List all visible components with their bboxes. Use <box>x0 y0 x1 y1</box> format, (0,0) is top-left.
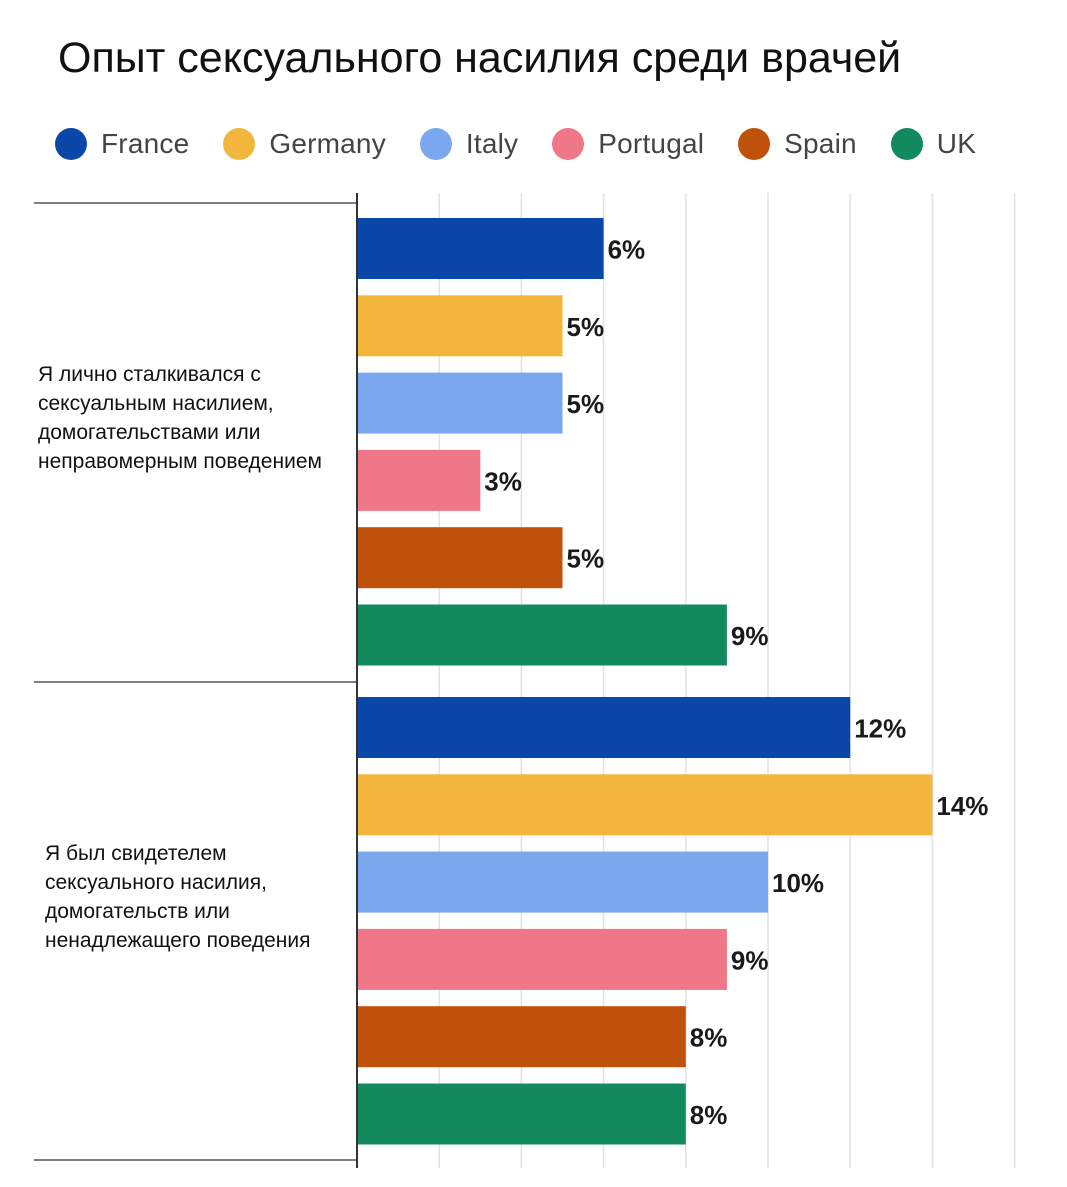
legend-swatch-uk <box>890 128 923 160</box>
bar-uk-0 <box>357 604 727 666</box>
legend-label-uk: UK <box>936 128 977 159</box>
data-label-portugal-0: 3% <box>484 466 522 496</box>
legend-item-italy: Italy <box>419 128 519 160</box>
bar-france-0 <box>357 218 604 279</box>
data-label-germany-0: 5% <box>567 312 605 342</box>
legend-label-germany: Germany <box>269 128 386 159</box>
bar-portugal-0 <box>357 449 481 511</box>
legend-item-spain: Spain <box>738 128 857 160</box>
category-label-experienced: Я лично сталкивался с сексуальным насили… <box>38 363 322 473</box>
bar-italy-1 <box>357 851 768 913</box>
bar-italy-0 <box>357 372 563 434</box>
data-label-italy-1: 10% <box>772 868 824 898</box>
chart-title: Опыт сексуального насилия среди врачей <box>58 34 902 82</box>
legend-label-italy: Italy <box>465 128 519 159</box>
legend-label-spain: Spain <box>784 128 857 159</box>
legend-swatch-italy <box>419 128 452 160</box>
legend-label-portugal: Portugal <box>598 128 705 159</box>
legend: France Germany Italy Portugal Spain UK <box>55 124 1010 164</box>
legend-item-uk: UK <box>890 128 977 160</box>
data-label-spain-0: 5% <box>567 544 605 574</box>
legend-item-france: France <box>55 128 189 160</box>
legend-swatch-spain <box>738 128 771 160</box>
bar-germany-1 <box>357 774 933 836</box>
data-label-portugal-1: 9% <box>731 945 769 975</box>
bar-spain-1 <box>357 1006 686 1068</box>
bar-uk-1 <box>357 1083 686 1145</box>
legend-swatch-portugal <box>552 128 585 160</box>
data-label-france-0: 6% <box>608 235 646 265</box>
data-label-uk-0: 9% <box>731 621 769 651</box>
legend-item-portugal: Portugal <box>552 128 704 160</box>
bar-spain-0 <box>357 527 563 589</box>
category-label-witnessed: Я был свидетелем сексуального насилия, д… <box>45 842 311 952</box>
data-label-germany-1: 14% <box>936 791 988 821</box>
legend-swatch-germany <box>223 128 256 160</box>
legend-label-france: France <box>101 128 190 159</box>
bar-germany-0 <box>357 295 563 357</box>
bar-portugal-1 <box>357 928 727 990</box>
bar-france-1 <box>357 697 851 758</box>
legend-item-germany: Germany <box>223 128 386 160</box>
data-label-spain-1: 8% <box>690 1023 728 1053</box>
data-label-france-1: 12% <box>854 714 906 744</box>
legend-swatch-france <box>55 128 87 160</box>
data-label-uk-1: 8% <box>690 1100 728 1130</box>
data-label-italy-0: 5% <box>567 389 605 419</box>
